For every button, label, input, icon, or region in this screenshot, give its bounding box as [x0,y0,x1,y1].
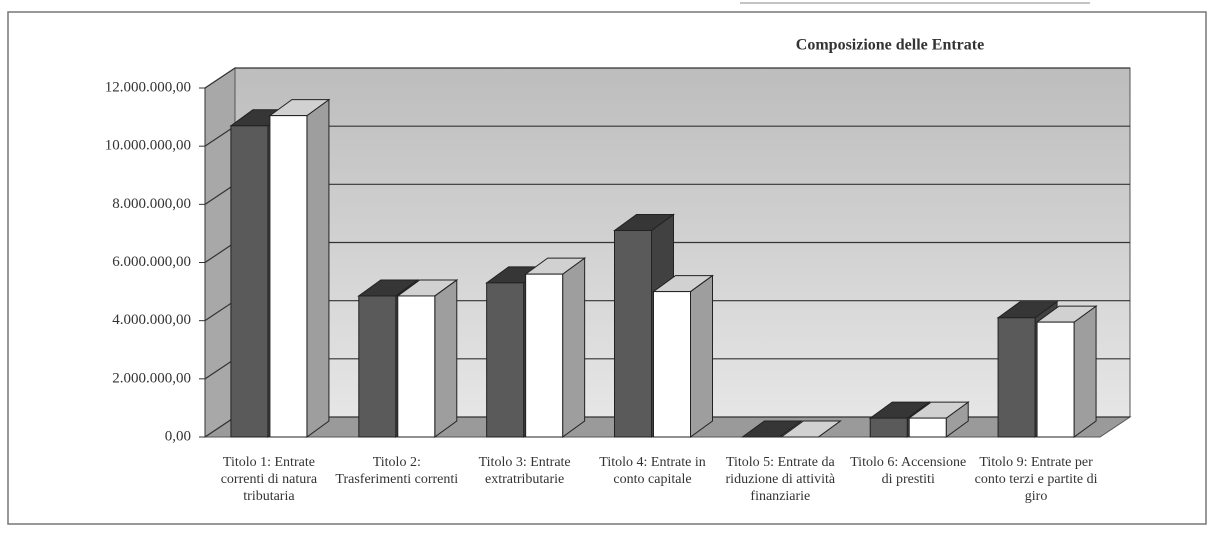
bar [268,98,331,438]
bar-front [869,417,908,438]
bar-side [690,274,713,438]
x-tick-label: Titolo 5: Entrate da riduzione di attivi… [725,455,836,504]
bar-front [1036,321,1075,438]
bar-front [908,417,947,438]
bar-side [1073,305,1097,438]
bar-side [306,98,330,438]
y-tick-label: 6.000.000,00 [112,254,191,270]
bar-side [434,278,458,438]
bar-top [740,420,803,438]
bar [524,257,587,438]
y-tick-label: 12.000.000,00 [105,79,191,95]
bar [779,420,842,438]
y-tick-label: 2.000.000,00 [112,370,191,386]
bar-front [525,273,564,438]
bar-front [358,295,397,438]
bar [396,278,459,438]
y-tick-label: 8.000.000,00 [112,196,191,212]
frame [7,11,1207,525]
x-tick-label: Titolo 3: Entrate extratributarie [478,455,571,487]
bar [907,401,970,438]
chart-title: Composizione delle Entrate [796,37,984,54]
bar-front [614,230,652,438]
x-tick-label: Titolo 9: Entrate per conto terzi e part… [974,455,1098,504]
x-tick-label: Titolo 1: Entrate correnti di natura tri… [220,455,318,504]
x-tick-label: Titolo 6: Accensione di prestiti [850,455,967,487]
bar-front [486,282,525,438]
y-tick-label: 4.000.000,00 [112,312,191,328]
bar-front [269,115,308,438]
bar-front [230,125,269,438]
bar-front [997,317,1036,438]
x-tick-label: Titolo 2: Trasferimenti correnti [335,455,459,487]
x-tick-label: Titolo 4: Entrate in conto capitale [599,455,706,487]
bar-front [397,295,436,438]
y-tick-label: 0,00 [165,428,191,444]
bar [740,420,803,438]
bar [651,274,715,438]
y-tick-label: 10.000.000,00 [105,138,191,154]
bar-front [653,291,691,438]
bar [1035,305,1098,438]
bar-top [779,420,842,438]
grid-line [204,67,1130,89]
bar-side [562,257,586,438]
